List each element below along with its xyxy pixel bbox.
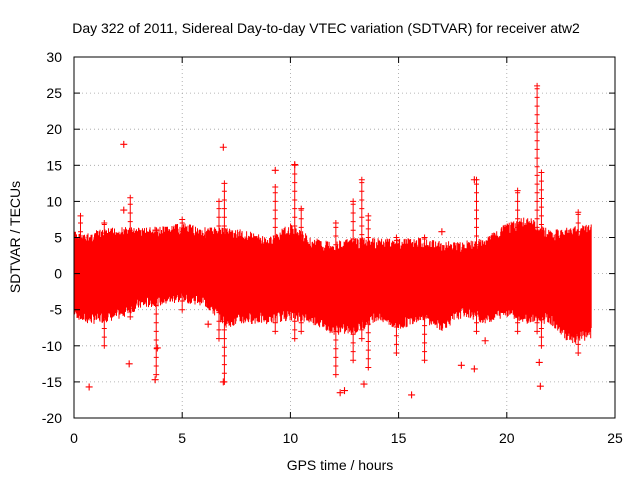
y-tick-label: 15 (46, 157, 62, 173)
x-tick-label: 10 (283, 430, 299, 446)
spike-series (358, 176, 365, 342)
data-points (73, 82, 592, 399)
x-tick-label: 0 (70, 430, 78, 446)
y-tick-label: -15 (42, 374, 62, 390)
spike-series (365, 212, 372, 371)
spike-series (538, 169, 545, 349)
outlier-point (219, 378, 227, 386)
outlier-point (536, 382, 544, 390)
spike-series (332, 220, 339, 378)
outlier-point (125, 360, 133, 368)
spike-series (393, 234, 400, 357)
chart-title: Day 322 of 2011, Sidereal Day-to-day VTE… (72, 20, 580, 36)
outlier-point (481, 337, 489, 345)
y-axis-label: SDTVAR / TECUs (7, 181, 23, 293)
y-tick-label: -5 (50, 302, 63, 318)
y-tick-label: 0 (54, 266, 62, 282)
outlier-point (408, 391, 416, 399)
outlier-point (291, 161, 299, 169)
y-tick-label: -10 (42, 338, 62, 354)
x-tick-label: 15 (391, 430, 407, 446)
spike-series (350, 198, 357, 364)
outlier-point (219, 143, 227, 151)
spike-series (179, 216, 186, 313)
spike-series (534, 82, 541, 335)
spike-series (215, 198, 222, 342)
axis-ticks (73, 56, 616, 419)
outlier-point (336, 389, 344, 397)
outlier-point (204, 320, 212, 328)
spike-series (514, 187, 521, 335)
outlier-point (341, 387, 348, 395)
y-tick-label: 25 (46, 85, 62, 101)
y-tick-label: 5 (54, 230, 62, 246)
outlier-point (438, 228, 446, 236)
spike-series (575, 209, 582, 357)
outlier-point (271, 166, 279, 174)
spike-series (101, 220, 108, 349)
dense-data-band (73, 217, 592, 344)
spike-series (291, 162, 298, 342)
tick-labels: 0 5 10 15 20 25 -20 -15 -10 -5 0 5 10 15 20 25 30 (42, 49, 623, 446)
outlier-point (535, 358, 543, 366)
spike-series (153, 227, 160, 378)
x-axis-label: GPS time / hours (287, 457, 394, 473)
y-tick-label: 30 (46, 49, 62, 65)
outlier-point (457, 361, 465, 369)
outlier-point (151, 376, 159, 384)
spike-series (298, 205, 305, 335)
x-tick-label: 5 (178, 430, 186, 446)
y-tick-label: -20 (42, 410, 62, 426)
outlier-point (120, 206, 128, 214)
y-tick-label: 20 (46, 121, 62, 137)
outlier-point (470, 365, 478, 373)
outlier-point (360, 380, 368, 388)
spike-series (421, 234, 428, 364)
spike-series (272, 183, 279, 335)
spike-series (77, 212, 84, 313)
spike-series (473, 176, 480, 335)
outlier-point (85, 383, 93, 391)
y-tick-label: 10 (46, 193, 62, 209)
spike-series (127, 194, 134, 320)
outlier-point (470, 176, 478, 184)
x-tick-label: 25 (607, 430, 623, 446)
x-tick-label: 20 (499, 430, 515, 446)
outlier-point (153, 344, 161, 352)
outlier-point (120, 140, 128, 148)
